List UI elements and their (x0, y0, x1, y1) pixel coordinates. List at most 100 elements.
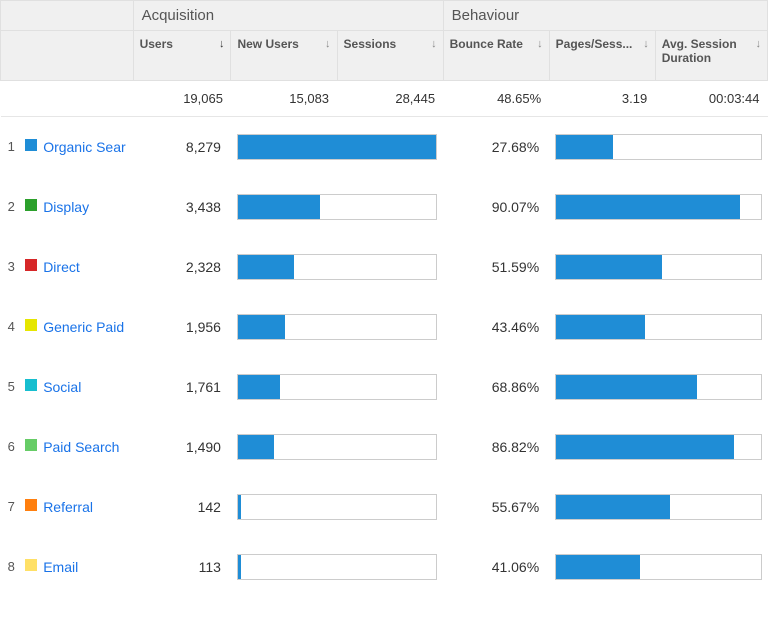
users-bar-fill (238, 195, 320, 219)
bounce-bar (555, 194, 761, 220)
col-header-avg-session[interactable]: Avg. Session Duration ↓ (655, 31, 767, 81)
channel-name-cell: Direct (37, 237, 133, 297)
channel-link[interactable]: Direct (43, 259, 80, 275)
group-header-behaviour: Behaviour (443, 1, 767, 31)
col-header-new-users[interactable]: New Users ↓ (231, 31, 337, 81)
col-header-sessions-label: Sessions (344, 37, 397, 51)
channel-swatch-icon (25, 319, 37, 331)
row-bounce-bar-cell (549, 417, 767, 477)
users-bar-fill (238, 495, 241, 519)
col-header-bounce[interactable]: Bounce Rate ↓ (443, 31, 549, 81)
users-bar-fill (238, 555, 241, 579)
channel-swatch-icon (25, 199, 37, 211)
users-bar-fill (238, 315, 285, 339)
bounce-bar-fill (556, 315, 645, 339)
users-bar (237, 494, 437, 520)
sort-arrow-down-icon: ↓ (325, 38, 331, 50)
row-swatch-cell (19, 117, 37, 177)
row-users-bar-cell (231, 477, 443, 537)
col-header-avg-session-label: Avg. Session Duration (662, 37, 747, 65)
channel-swatch-icon (25, 139, 37, 151)
row-swatch-cell (19, 357, 37, 417)
users-bar (237, 374, 437, 400)
channel-link[interactable]: Referral (43, 499, 93, 515)
channel-link[interactable]: Generic Paid (43, 319, 124, 335)
col-header-users[interactable]: Users ↓ (133, 31, 231, 81)
channel-link[interactable]: Email (43, 559, 78, 575)
row-users-bar-cell (231, 237, 443, 297)
analytics-table: Acquisition Behaviour Users ↓ New Users … (0, 0, 768, 597)
channel-link[interactable]: Social (43, 379, 81, 395)
row-bounce-bar-cell (549, 537, 767, 597)
users-bar-fill (238, 135, 436, 159)
totals-blank (1, 81, 134, 117)
row-users-bar-cell (231, 177, 443, 237)
users-bar (237, 134, 437, 160)
channel-link[interactable]: Paid Search (43, 439, 119, 455)
row-users: 1,761 (133, 357, 231, 417)
channel-name-cell: Referral (37, 477, 133, 537)
channel-link[interactable]: Organic Sear (43, 139, 125, 155)
table-row: 4 Generic Paid 1,956 43.46% (1, 297, 768, 357)
bounce-bar-fill (556, 135, 613, 159)
row-users-bar-cell (231, 297, 443, 357)
row-swatch-cell (19, 297, 37, 357)
row-swatch-cell (19, 537, 37, 597)
row-swatch-cell (19, 417, 37, 477)
row-bounce-bar-cell (549, 357, 767, 417)
row-bounce: 68.86% (443, 357, 549, 417)
row-index: 7 (1, 477, 19, 537)
row-bounce: 43.46% (443, 297, 549, 357)
col-header-pages-sess-label: Pages/Sess... (556, 37, 633, 51)
row-users-bar-cell (231, 537, 443, 597)
row-index: 2 (1, 177, 19, 237)
col-header-sessions[interactable]: Sessions ↓ (337, 31, 443, 81)
row-users-bar-cell (231, 357, 443, 417)
bounce-bar (555, 254, 761, 280)
col-header-pages-sess[interactable]: Pages/Sess... ↓ (549, 31, 655, 81)
row-index: 1 (1, 117, 19, 177)
channel-name-cell: Generic Paid (37, 297, 133, 357)
bounce-bar (555, 374, 761, 400)
channel-swatch-icon (25, 379, 37, 391)
col-header-users-label: Users (140, 37, 173, 51)
row-index: 4 (1, 297, 19, 357)
totals-users: 19,065 (133, 81, 231, 117)
group-header-blank (1, 1, 134, 31)
users-bar (237, 434, 437, 460)
totals-row: 19,065 15,083 28,445 48.65% 3.19 00:03:4… (1, 81, 768, 117)
col-header-new-users-label: New Users (237, 37, 298, 51)
channel-name-cell: Paid Search (37, 417, 133, 477)
bounce-bar (555, 434, 761, 460)
channel-swatch-icon (25, 559, 37, 571)
row-users: 3,438 (133, 177, 231, 237)
users-bar (237, 314, 437, 340)
table-row: 6Paid Search1,49086.82% (1, 417, 768, 477)
users-bar-fill (238, 435, 274, 459)
users-bar (237, 194, 437, 220)
users-bar-fill (238, 255, 294, 279)
bounce-bar-fill (556, 495, 670, 519)
bounce-bar (555, 494, 761, 520)
row-users: 1,956 (133, 297, 231, 357)
table-row: 8Email11341.06% (1, 537, 768, 597)
bounce-bar-fill (556, 195, 740, 219)
channel-link[interactable]: Display (43, 199, 89, 215)
bounce-bar-fill (556, 375, 697, 399)
row-bounce: 41.06% (443, 537, 549, 597)
row-index: 6 (1, 417, 19, 477)
bounce-bar (555, 314, 761, 340)
bounce-bar-fill (556, 255, 661, 279)
users-bar (237, 254, 437, 280)
row-users-bar-cell (231, 417, 443, 477)
row-swatch-cell (19, 477, 37, 537)
col-header-bounce-label: Bounce Rate (450, 37, 523, 51)
totals-new-users: 15,083 (231, 81, 337, 117)
row-bounce: 86.82% (443, 417, 549, 477)
bounce-bar-fill (556, 555, 640, 579)
totals-sessions: 28,445 (337, 81, 443, 117)
sort-arrow-down-icon: ↓ (643, 38, 649, 50)
table-row: 5Social1,76168.86% (1, 357, 768, 417)
sort-arrow-down-icon: ↓ (219, 38, 225, 50)
row-bounce: 90.07% (443, 177, 549, 237)
